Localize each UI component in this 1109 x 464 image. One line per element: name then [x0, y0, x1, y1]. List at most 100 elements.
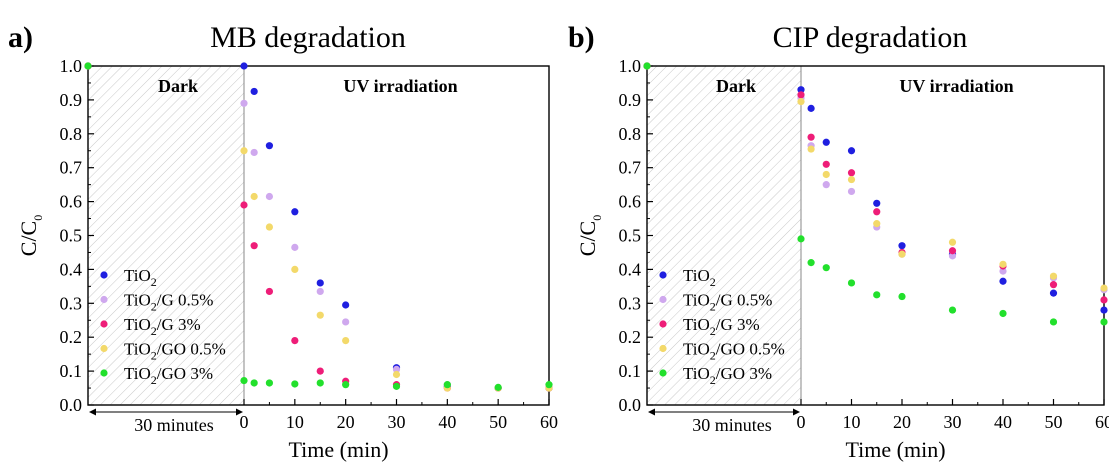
y-tick-label: 1.0	[619, 56, 642, 76]
x-axis-label: Time (min)	[845, 437, 945, 462]
legend-entry-suffix: /GO 3%	[157, 364, 213, 383]
data-point	[1100, 284, 1108, 292]
data-point	[847, 147, 856, 155]
panel-letter: a)	[8, 21, 33, 54]
y-axis-label: C/C0	[16, 215, 45, 256]
legend-entry-subscript: 2	[710, 349, 716, 363]
x-tick-label: 40	[994, 412, 1012, 432]
data-point	[847, 279, 856, 287]
legend-entry-name: TiO	[124, 266, 151, 285]
chart-title: CIP degradation	[773, 21, 968, 54]
legend-marker	[100, 344, 108, 353]
data-point	[873, 199, 881, 207]
data-point	[1049, 318, 1058, 326]
legend-entry-suffix: /G 3%	[716, 315, 760, 334]
legend-entry-subscript: 2	[151, 373, 157, 387]
data-point	[443, 381, 451, 389]
data-point	[316, 311, 324, 319]
dark-region	[88, 66, 244, 405]
legend-marker	[659, 320, 667, 328]
series-0	[643, 62, 1108, 314]
legend-entry-subscript: 2	[151, 275, 157, 289]
legend-entry: TiO2	[124, 266, 157, 289]
data-point	[250, 242, 258, 250]
data-point	[291, 243, 299, 251]
y-axis-label: C/C0	[575, 215, 604, 256]
legend-marker	[100, 320, 108, 328]
y-tick-label: 0.0	[60, 395, 83, 415]
data-point	[999, 277, 1007, 285]
legend-entry-subscript: 2	[710, 275, 716, 289]
x-tick-label: 60	[1095, 412, 1109, 432]
legend-entry: TiO2/GO 0.5%	[683, 340, 785, 363]
data-point	[494, 383, 502, 391]
dark-label: Dark	[716, 76, 756, 96]
data-point	[1100, 296, 1108, 304]
legend-marker	[659, 295, 667, 304]
dark-label: Dark	[158, 76, 198, 96]
data-point	[1100, 318, 1108, 326]
legend-entry-suffix: /G 0.5%	[157, 291, 214, 310]
legend-entry-subscript: 2	[710, 300, 716, 314]
duration-label: 30 minutes	[692, 415, 772, 435]
y-tick-label: 0.6	[619, 192, 642, 212]
legend-entry-subscript: 2	[710, 324, 716, 338]
legend-entry: TiO2/G 0.5%	[683, 291, 772, 314]
legend-entry: TiO2/GO 3%	[124, 364, 213, 387]
data-point	[250, 192, 258, 201]
legend-entry-subscript: 2	[151, 300, 157, 314]
legend-entry-suffix: /G 3%	[157, 315, 201, 334]
duration-arrow-head-right	[793, 408, 800, 416]
data-point	[342, 336, 350, 345]
data-point	[291, 336, 299, 345]
data-point	[265, 287, 274, 296]
panel-mb-degradation: a) MB degradation 0.0 0.1 0.2 0.3 0.4 0.5 0.6 0…	[8, 21, 558, 462]
x-tick-label: 30	[388, 412, 406, 432]
uv-label: UV irradiation	[343, 76, 457, 96]
data-point	[1049, 289, 1058, 297]
data-point	[342, 301, 350, 309]
data-point	[240, 99, 248, 107]
data-point	[545, 381, 553, 389]
duration-arrow-head-left	[89, 408, 96, 416]
x-tick-label: 60	[540, 412, 558, 432]
data-point	[392, 365, 401, 374]
x-tick-label: 20	[893, 412, 911, 432]
y-tick-label: 0.5	[619, 226, 642, 246]
x-tick-label: 20	[337, 412, 355, 432]
x-tick-label: 50	[489, 412, 507, 432]
data-point	[822, 170, 830, 179]
data-point	[316, 379, 324, 387]
x-tick-label: 0	[797, 412, 806, 432]
data-point	[240, 147, 248, 155]
data-point	[847, 187, 856, 196]
legend-entry: TiO2/G 0.5%	[124, 291, 213, 314]
y-tick-label: 0.9	[619, 90, 642, 110]
legend-entry: TiO2	[683, 266, 716, 289]
legend-marker	[659, 369, 667, 377]
x-tick-label: 0	[240, 412, 249, 432]
legend-marker	[659, 344, 667, 353]
legend-entry-name: TiO	[124, 291, 151, 310]
legend-entry-suffix: /G 0.5%	[716, 291, 773, 310]
x-tick-label: 30	[944, 412, 962, 432]
legend-marker	[100, 271, 108, 279]
data-point	[898, 242, 906, 250]
y-tick-label: 0.7	[619, 158, 642, 178]
data-point	[807, 133, 815, 141]
data-point	[291, 380, 299, 388]
panel-letter: b)	[568, 21, 595, 54]
y-tick-label: 0.2	[619, 327, 642, 347]
data-point	[822, 181, 830, 189]
legend-entry-name: TiO	[683, 266, 710, 285]
data-point	[316, 287, 324, 296]
data-point	[316, 279, 324, 287]
series-4	[643, 62, 1108, 326]
data-point	[948, 238, 957, 246]
data-point	[1100, 306, 1108, 314]
data-point	[822, 138, 830, 146]
data-point	[873, 208, 881, 216]
data-point	[240, 62, 248, 70]
x-tick-label: 50	[1045, 412, 1063, 432]
chart-title: MB degradation	[210, 21, 406, 54]
